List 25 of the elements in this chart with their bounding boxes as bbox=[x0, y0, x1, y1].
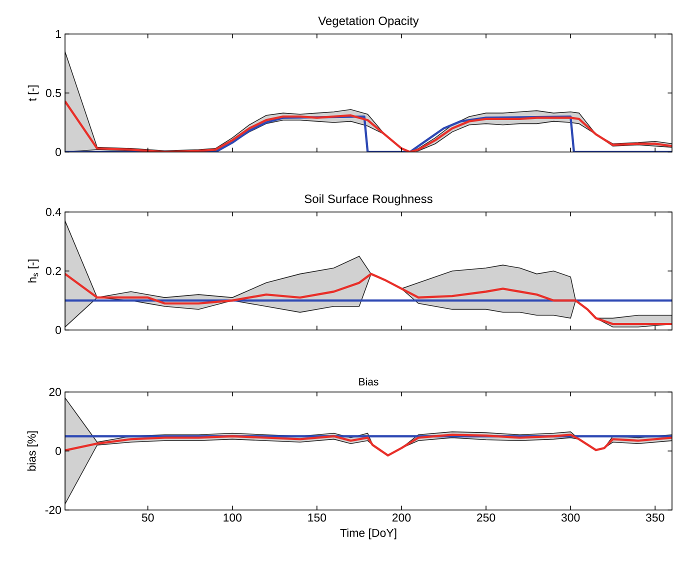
y-axis-title: h$_{s}$ [-] bbox=[28, 260, 39, 282]
y-tick-label: 0.2 bbox=[46, 266, 61, 276]
y-tick-label: 0 bbox=[56, 326, 62, 334]
chart-title: Vegetation Opacity bbox=[318, 16, 419, 28]
x-tick-label: 50 bbox=[142, 514, 154, 522]
x-tick-label: 150 bbox=[308, 514, 326, 522]
x-tick-label: 300 bbox=[561, 514, 580, 522]
x-tick-label: 350 bbox=[646, 514, 664, 522]
y-axis-title: t [-] bbox=[28, 86, 39, 102]
y-tick-label: 0.5 bbox=[46, 88, 61, 98]
y-tick-label: -20 bbox=[45, 506, 62, 514]
y-tick-label: 20 bbox=[49, 388, 62, 396]
line-series bbox=[65, 115, 672, 152]
y-axis-title: bias [%] bbox=[27, 431, 38, 471]
line-series bbox=[65, 434, 672, 457]
y-tick-label: 0.4 bbox=[46, 208, 62, 216]
x-tick-label: 200 bbox=[392, 514, 411, 522]
y-tick-label: 0 bbox=[56, 148, 62, 156]
chart-title: Soil Surface Roughness bbox=[304, 194, 432, 206]
x-axis-title: Time [DoY] bbox=[340, 528, 396, 540]
chart-title: Bias bbox=[359, 378, 378, 386]
x-tick-label: 100 bbox=[224, 514, 242, 522]
y-tick-label: 1 bbox=[56, 30, 61, 38]
x-tick-label: 250 bbox=[477, 514, 496, 522]
y-tick-label: 0 bbox=[56, 446, 62, 456]
